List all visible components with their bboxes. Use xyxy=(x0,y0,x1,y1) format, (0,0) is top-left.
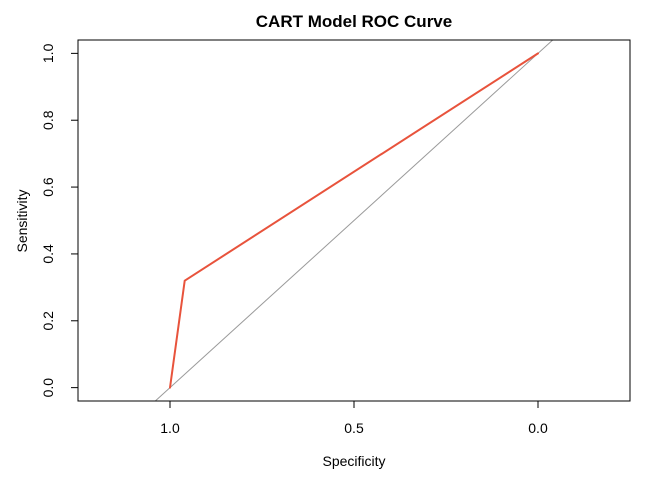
chart-title: CART Model ROC Curve xyxy=(256,12,452,31)
y-tick-label: 0.0 xyxy=(40,378,56,398)
x-axis-label: Specificity xyxy=(322,453,385,469)
y-axis: 0.0 0.2 0.4 0.6 0.8 1.0 xyxy=(40,43,79,398)
y-tick-label: 0.8 xyxy=(40,110,56,130)
roc-curve-line-0 xyxy=(169,52,539,389)
y-axis-label: Sensitivity xyxy=(14,189,30,252)
x-axis: 1.0 0.5 0.0 xyxy=(160,400,548,436)
x-tick-label: 1.0 xyxy=(160,420,180,436)
y-tick-label: 0.4 xyxy=(40,244,56,264)
y-tick-label: 1.0 xyxy=(40,43,56,63)
x-tick-label: 0.5 xyxy=(344,420,364,436)
x-tick-label: 0.0 xyxy=(528,420,548,436)
plot-frame xyxy=(77,39,631,402)
y-tick-label: 0.6 xyxy=(40,177,56,197)
y-tick-label: 0.2 xyxy=(40,311,56,331)
series-layer xyxy=(169,52,539,389)
